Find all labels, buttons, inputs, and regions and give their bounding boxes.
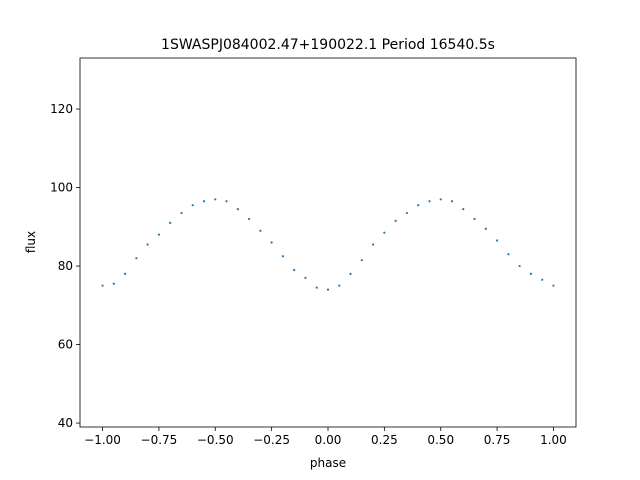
x-axis: −1.00 −0.75 −0.50 −0.25 0.00 0.25 0.50 0.75 1.00 <box>84 427 567 447</box>
data-point <box>349 272 352 276</box>
data-point <box>146 243 149 246</box>
data-point <box>405 211 409 215</box>
data-point <box>202 200 206 203</box>
data-point <box>112 282 115 285</box>
data-point <box>123 272 127 276</box>
data-point <box>360 259 363 262</box>
y-tick-label: 60 <box>58 338 73 352</box>
data-point <box>450 200 454 203</box>
data-points <box>101 198 555 291</box>
x-tick-label: 0.00 <box>315 433 342 447</box>
data-point <box>552 284 555 287</box>
data-point <box>191 204 194 207</box>
y-axis: 40 60 80 100 120 <box>50 102 80 430</box>
data-point <box>529 272 533 276</box>
data-point <box>383 231 386 234</box>
data-point <box>484 227 487 230</box>
x-tick-label: 1.00 <box>540 433 567 447</box>
data-point <box>462 208 465 211</box>
x-tick-label: 0.50 <box>427 433 454 447</box>
data-point <box>214 198 217 201</box>
data-point <box>225 200 228 203</box>
data-point <box>541 278 544 281</box>
data-point <box>281 255 285 258</box>
data-point <box>394 219 397 223</box>
x-axis-label: phase <box>310 456 346 470</box>
x-tick-label: −1.00 <box>84 433 121 447</box>
y-tick-label: 100 <box>50 181 73 195</box>
data-point <box>180 211 183 215</box>
data-point <box>259 229 262 232</box>
y-tick-label: 40 <box>58 416 73 430</box>
data-point <box>473 217 476 221</box>
y-tick-label: 120 <box>50 102 73 116</box>
data-point <box>495 239 499 242</box>
data-point <box>270 241 273 244</box>
data-point <box>135 257 138 260</box>
data-point <box>236 208 239 211</box>
data-point <box>157 233 161 236</box>
data-point <box>101 284 104 287</box>
x-tick-label: 0.25 <box>371 433 398 447</box>
data-point <box>428 200 431 203</box>
x-tick-label: −0.50 <box>197 433 234 447</box>
data-point <box>518 264 521 268</box>
x-tick-label: 0.75 <box>484 433 511 447</box>
data-point <box>304 276 307 279</box>
data-point <box>247 217 251 221</box>
data-point <box>507 253 510 256</box>
y-axis-label: flux <box>24 231 38 253</box>
data-point <box>326 288 330 291</box>
data-point <box>371 243 375 246</box>
data-point <box>417 204 420 207</box>
data-point <box>169 221 172 224</box>
data-point <box>338 284 341 287</box>
plot-frame <box>79 57 577 428</box>
y-tick-label: 80 <box>58 259 73 273</box>
data-point <box>315 286 318 289</box>
chart-title: 1SWASPJ084002.47+190022.1 Period 16540.5… <box>161 37 495 53</box>
data-point <box>439 198 442 201</box>
x-tick-label: −0.25 <box>253 433 290 447</box>
data-point <box>293 268 296 272</box>
x-tick-label: −0.75 <box>141 433 178 447</box>
